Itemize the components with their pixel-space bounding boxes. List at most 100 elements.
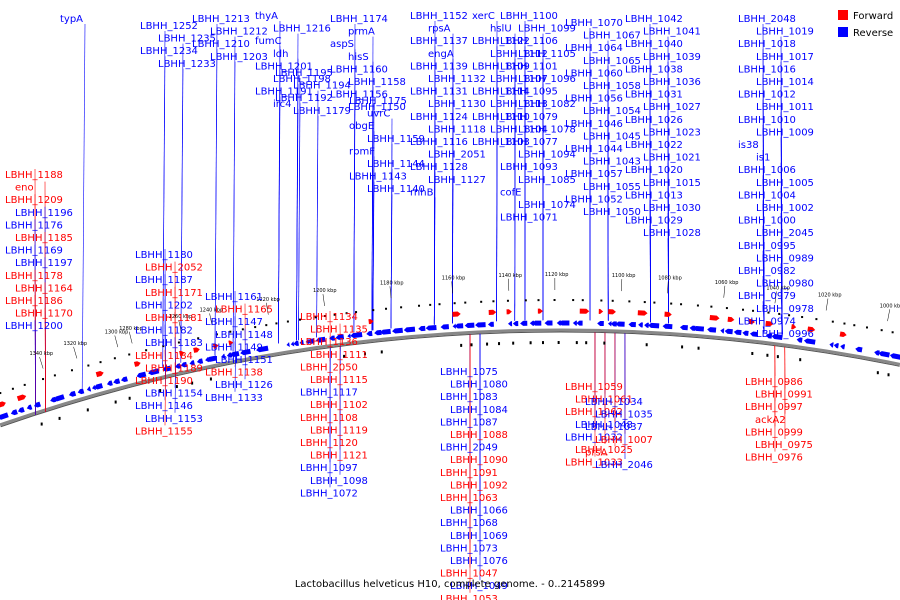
gene-label: hslU	[490, 24, 512, 35]
gene-label: LBHH_1036	[643, 77, 701, 88]
gene-label: LBHH_1050	[583, 207, 641, 218]
gene-label: LBHH_1252	[140, 21, 198, 32]
reverse-gene-feature	[829, 342, 834, 348]
reverse-gene-feature	[532, 320, 542, 326]
scale-tick-label: 1260 kbp	[169, 314, 193, 320]
feature-dot	[86, 408, 89, 412]
feature-dot	[70, 369, 73, 372]
forward-gene-feature	[537, 308, 543, 314]
feature-dot	[197, 337, 200, 340]
gene-label: LBHH_1114	[472, 87, 530, 98]
gene-label: ldh	[273, 49, 288, 60]
scale-tick	[451, 281, 453, 294]
scale-tick-label: 1000 kbp	[880, 303, 900, 309]
gene-label: LBHH_1020	[625, 165, 683, 176]
gene-label: LBHH_1030	[643, 203, 701, 214]
scale-tick-label: 1240 kbp	[200, 307, 224, 313]
legend-swatch-forward	[838, 10, 848, 20]
reverse-gene-feature	[299, 339, 304, 346]
scale-tick	[128, 331, 133, 344]
reverse-gene-feature	[765, 333, 773, 339]
reverse-gene-feature	[840, 344, 846, 350]
feature-dot	[314, 316, 317, 319]
reverse-gene-feature	[240, 348, 251, 356]
reverse-gene-feature	[878, 351, 890, 358]
gene-label: uvrC	[367, 109, 390, 120]
gene-label: LBHH_1091	[440, 468, 498, 479]
legend-label-reverse: Reverse	[853, 28, 893, 39]
gene-label: LBHH_0995	[738, 241, 796, 252]
feature-dot	[541, 341, 544, 345]
feature-dot	[778, 312, 781, 315]
forward-gene-feature	[16, 394, 27, 402]
gene-label: LBHH_1124	[410, 112, 468, 123]
gene-label: LBHH_1104	[490, 124, 548, 135]
gene-label: LBHH_1203	[210, 52, 268, 63]
scale-tick-label: 1160 kbp	[442, 275, 466, 281]
feature-dot	[175, 385, 178, 389]
scale-tick-label: 1140 kbp	[498, 273, 522, 279]
feature-dot	[575, 341, 578, 345]
gene-label: LBHH_1061	[575, 395, 633, 406]
forward-gene-feature	[368, 318, 374, 325]
forward-gene-feature	[488, 309, 497, 315]
reverse-gene-feature	[425, 324, 437, 331]
feature-dot	[553, 299, 556, 302]
gene-label: LBHH_1093	[500, 162, 558, 173]
feature-dot	[128, 353, 131, 356]
reverse-gene-feature	[749, 331, 758, 337]
scale-tick	[322, 294, 325, 307]
reverse-gene-feature	[693, 325, 705, 332]
gene-label: LBHH_0986	[745, 377, 803, 388]
gene-label: LBHH_0980	[756, 279, 814, 290]
reverse-gene-feature	[374, 329, 382, 336]
gene-label: LBHH_1169	[5, 246, 63, 257]
gene-label: LBHH_1198	[273, 74, 331, 85]
feature-dot	[209, 377, 212, 381]
feature-dot	[801, 316, 804, 319]
gene-label: LBHH_1007	[595, 435, 653, 446]
feature-dot	[162, 345, 165, 348]
reverse-gene-feature	[512, 321, 519, 327]
gene-label: LBHH_1151	[215, 355, 273, 366]
gene-label: LBHH_1156	[330, 90, 388, 101]
gene-label: rnhB	[410, 187, 434, 198]
gene-label: LBHH_1019	[756, 27, 814, 38]
gene-label: LBHH_1037	[585, 422, 643, 433]
forward-gene-feature	[228, 340, 234, 346]
reverse-gene-feature	[572, 320, 577, 326]
feature-dot	[572, 299, 575, 302]
scale-tick	[887, 309, 891, 322]
feature-dot	[799, 358, 802, 362]
gene-label: LBHH_1183	[145, 338, 203, 349]
gene-label: LBHH_1126	[215, 380, 273, 391]
gene-label: LBHH_0975	[755, 440, 813, 451]
reverse-gene-feature	[707, 327, 717, 333]
reverse-gene-feature	[662, 323, 673, 330]
forward-gene-feature	[95, 371, 104, 378]
gene-label: LBHH_1055	[583, 182, 641, 193]
feature-dot	[298, 318, 301, 321]
feature-dot	[492, 300, 495, 303]
forward-gene-feature	[452, 311, 461, 317]
gene-label: LBHH_2051	[428, 150, 486, 161]
feature-dot	[581, 299, 584, 302]
gene-label: LBHH_1058	[583, 81, 641, 92]
gene-label: LBHH_1200	[5, 321, 63, 332]
feature-dot	[891, 331, 894, 334]
reverse-gene-feature	[148, 368, 160, 376]
reverse-gene-feature	[392, 327, 403, 334]
gene-label: LBHH_2048	[738, 14, 796, 25]
label-leader-line	[780, 313, 783, 335]
gene-label: LBHH_1233	[158, 59, 216, 70]
feature-dot	[670, 302, 673, 305]
gene-label: LBHH_1107	[490, 74, 548, 85]
forward-gene-feature	[727, 316, 735, 323]
reverse-gene-feature	[380, 328, 391, 335]
reverse-gene-feature	[26, 404, 33, 410]
reverse-gene-feature	[529, 320, 535, 326]
label-leader-line	[762, 326, 765, 333]
map-caption: Lactobacillus helveticus H10, complete g…	[295, 579, 605, 590]
reverse-gene-feature	[256, 345, 269, 353]
feature-dot	[831, 320, 834, 323]
